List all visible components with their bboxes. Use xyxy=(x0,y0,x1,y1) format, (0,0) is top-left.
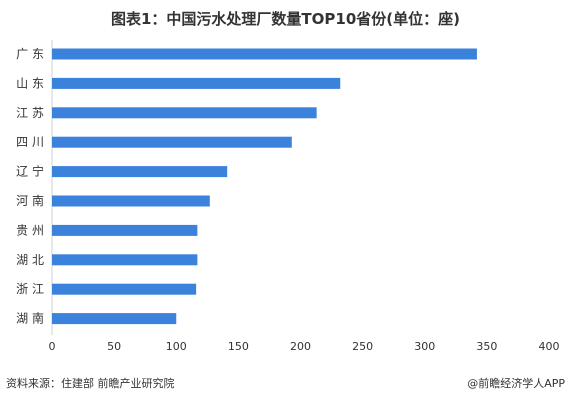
bar xyxy=(52,254,198,266)
category-label: 贵 州 xyxy=(16,223,44,237)
x-tick-label: 50 xyxy=(107,340,121,353)
category-label: 辽 宁 xyxy=(16,164,44,179)
bar-chart: 0 50 100 150 200 250 300 350 400 广 东山 东江 苏四 川辽 宁… xyxy=(16,40,560,353)
x-tick-label: 200 xyxy=(290,340,311,353)
bar xyxy=(52,136,292,148)
bar xyxy=(52,195,210,207)
category-label: 河 南 xyxy=(16,193,44,208)
bar xyxy=(52,313,177,325)
category-labels: 广 东山 东江 苏四 川辽 宁河 南贵 州湖 北浙 江湖 南 xyxy=(16,47,44,326)
category-label: 湖 北 xyxy=(16,252,44,267)
category-label: 广 东 xyxy=(16,47,44,61)
x-axis: 0 50 100 150 200 250 300 350 400 xyxy=(49,40,560,353)
category-label: 山 东 xyxy=(16,76,44,90)
bar xyxy=(52,77,341,89)
category-label: 江 苏 xyxy=(16,106,44,120)
x-tick-label: 250 xyxy=(352,340,373,353)
bar xyxy=(52,283,197,295)
x-tick-label: 350 xyxy=(476,340,497,353)
chart-title: 图表1：中国污水处理厂数量TOP10省份(单位：座) xyxy=(110,10,460,28)
bar xyxy=(52,107,317,119)
brand-credit: @前瞻经济学人APP xyxy=(467,377,565,390)
x-tick-label: 100 xyxy=(166,340,187,353)
source-note: 资料来源：住建部 前瞻产业研究院 xyxy=(6,377,175,390)
x-tick-label: 400 xyxy=(539,340,560,353)
bar xyxy=(52,166,228,178)
bars xyxy=(52,48,477,325)
x-tick-label: 300 xyxy=(414,340,435,353)
bar xyxy=(52,48,477,60)
category-label: 四 川 xyxy=(16,135,44,149)
bar xyxy=(52,224,198,236)
category-label: 湖 南 xyxy=(16,311,44,326)
x-tick-label: 150 xyxy=(228,340,249,353)
x-tick-label: 0 xyxy=(49,340,56,353)
category-label: 浙 江 xyxy=(16,282,44,296)
